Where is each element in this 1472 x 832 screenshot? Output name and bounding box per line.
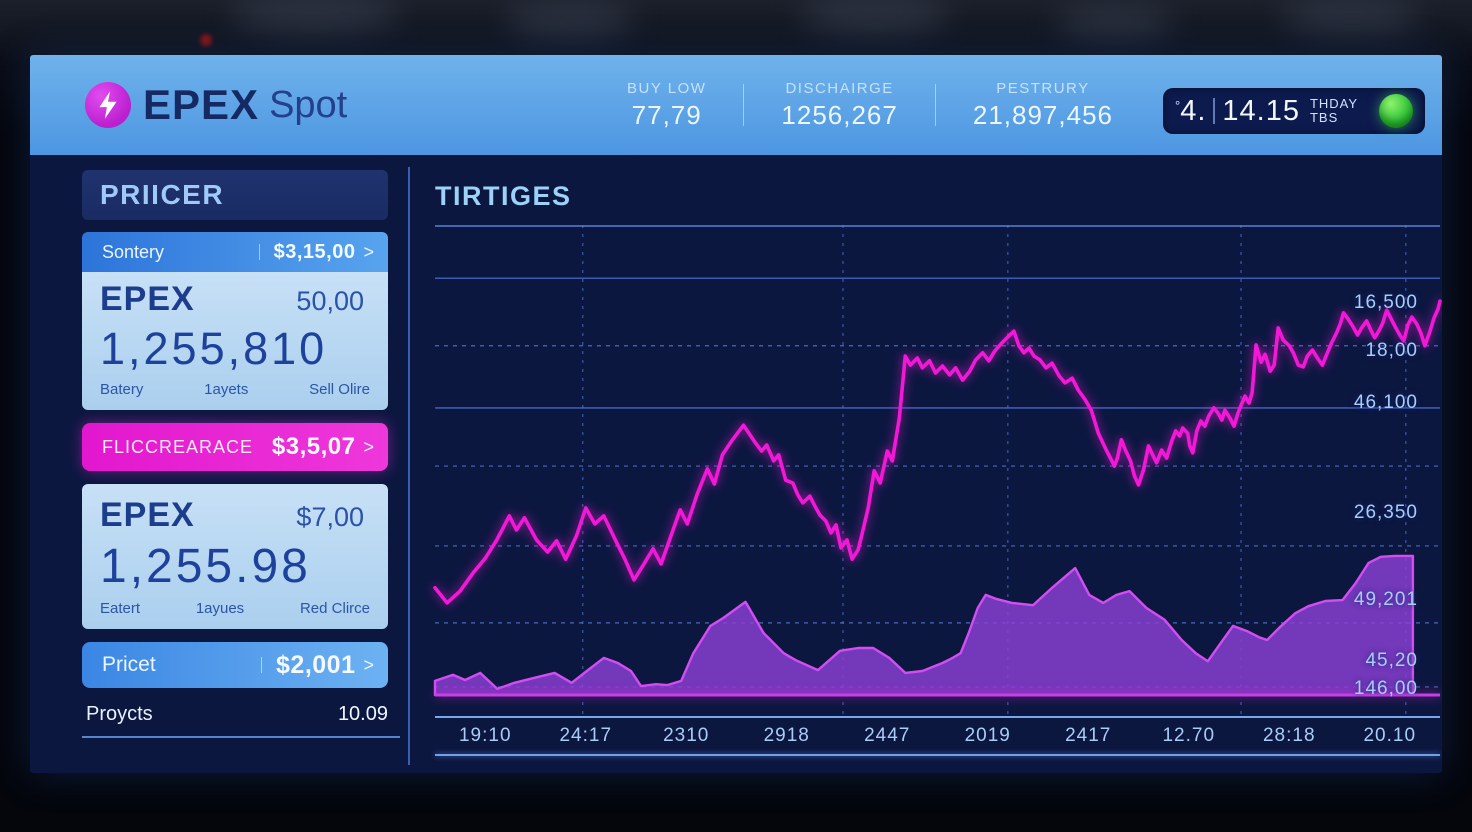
x-axis-label: 28:18 (1262, 725, 1316, 746)
sidebar-item-pricet[interactable]: Pricet $2,001 > (82, 642, 388, 688)
stat-pestrury: PESTRURY 21,897,456 (973, 80, 1113, 131)
x-axis-underline (435, 754, 1440, 756)
y-axis-label: 16,500 (1353, 291, 1418, 313)
footer-value: 10.09 (337, 703, 388, 725)
trading-display-screen: EPEX Spot BUY LOW 77,79 DISCHAIRGE 1256,… (30, 55, 1442, 773)
sidebar-item-sontery[interactable]: Sontery $3,15,00 > (82, 232, 388, 272)
price-card-2: EPEX $7,00 1,255.98 Eatert 1ayues Red Cl… (82, 484, 388, 629)
y-axis-label: 49,201 (1353, 589, 1418, 611)
item-divider (258, 244, 260, 260)
clock-tag-top: THDAY (1309, 96, 1359, 111)
clock-tag-bottom: TBS (1309, 110, 1339, 125)
logo: EPEX Spot (85, 81, 347, 129)
item-value: $3,15,00 (273, 240, 356, 263)
ceiling-light (505, 0, 635, 38)
price-chart: 16,500 18,00 46,100 26,350 49,201 45,20 146,00 (433, 225, 1442, 718)
y-axis-label: 46,100 (1353, 391, 1418, 413)
item-label: Sontery (102, 241, 165, 262)
sidebar-item-fliccrearace[interactable]: FLICCREARACE $3,5,07 > (82, 423, 388, 471)
card-col-3: Red Clirce (299, 600, 370, 617)
lightning-bolt-icon (85, 82, 131, 128)
stat-label: DISCHAIRGE (785, 79, 894, 97)
x-axis-label: 12.70 (1162, 725, 1216, 746)
x-axis-label: 20.10 (1363, 725, 1417, 746)
chart-panel: TIRTIGES 16,500 18,00 46,100 26,350 49,201 45… (410, 155, 1442, 773)
chevron-right-icon: > (363, 241, 374, 262)
card-price: 50,00 (296, 286, 364, 316)
card-price: $7,00 (296, 502, 364, 532)
clock-widget: ° 4. 14.15 THDAY TBS (1163, 88, 1425, 134)
y-axis-label: 146,00 (1353, 677, 1418, 699)
clock-degree-mark: ° (1175, 97, 1181, 113)
volume-area (433, 554, 1415, 697)
clock-separator (1213, 98, 1216, 124)
stat-label: PESTRURY (996, 79, 1090, 97)
card-symbol: EPEX (100, 496, 195, 534)
item-value: $2,001 (276, 650, 356, 679)
price-card-1: EPEX 50,00 1,255,810 Batery 1ayets Sell … (82, 272, 388, 410)
stat-label: BUY LOW (627, 79, 707, 97)
x-axis-label: 2918 (763, 725, 810, 746)
footer-label: Proycts (86, 703, 153, 725)
clock-tags: THDAY TBS (1310, 97, 1358, 125)
stat-value: 1256,267 (781, 99, 898, 130)
ceiling-light (1280, 0, 1420, 34)
price-sidebar: PRIICER Sontery $3,15,00 > EPEX 50,00 1,… (30, 155, 408, 773)
x-axis-label: 2417 (1065, 725, 1112, 746)
ceiling-light (800, 0, 950, 34)
panel-divider (408, 167, 410, 765)
price-line (433, 299, 1442, 605)
card-big-number: 1,255,810 (100, 323, 328, 374)
bolt-glyph (99, 91, 117, 119)
chevron-right-icon: > (363, 654, 374, 675)
item-label: FLICCREARACE (102, 436, 254, 457)
x-axis-label: 2310 (663, 725, 710, 746)
x-axis-labels: 19:10 24:17 2310 2918 2447 2019 2417 12.70 28:18… (435, 718, 1440, 754)
x-axis-label: 24:17 (559, 725, 613, 746)
stat-divider (743, 84, 745, 126)
card-col-1: Eatert (100, 600, 141, 617)
item-divider (261, 657, 263, 673)
header-bar: EPEX Spot BUY LOW 77,79 DISCHAIRGE 1256,… (30, 55, 1442, 155)
x-axis-label: 2019 (964, 725, 1011, 746)
card-symbol: EPEX (100, 280, 195, 318)
item-label: Pricet (102, 653, 156, 676)
stat-value: 21,897,456 (972, 99, 1113, 130)
y-axis-label: 18,00 (1365, 340, 1418, 362)
ceiling-light (1055, 4, 1175, 38)
status-indicator-green (1379, 94, 1413, 128)
y-axis-label: 45,20 (1365, 650, 1418, 672)
y-axis-label: 26,350 (1353, 501, 1418, 523)
sidebar-title: PRIICER (82, 170, 388, 220)
stat-buy-low: BUY LOW 77,79 (627, 80, 706, 131)
ceiling-light (230, 0, 400, 34)
sidebar-footer: Proycts 10.09 (82, 703, 394, 726)
x-axis-label: 2447 (864, 725, 911, 746)
card-col-1: Batery (100, 381, 144, 398)
chart-title: TIRTIGES (435, 181, 572, 211)
clock-time: 14.15 (1222, 94, 1300, 127)
clock-hour: 4. (1180, 94, 1207, 127)
header-stats: BUY LOW 77,79 DISCHAIRGE 1256,267 PESTRU… (590, 55, 1150, 155)
item-value: $3,5,07 (271, 433, 356, 460)
stat-value: 77,79 (631, 99, 702, 130)
card-col-2: 1ayues (195, 600, 245, 617)
card-col-2: 1ayets (204, 381, 249, 398)
chevron-right-icon: > (363, 436, 374, 457)
brand-suffix: Spot (269, 83, 348, 126)
chart-svg (433, 225, 1442, 718)
brand-name: EPEX (143, 81, 260, 128)
card-col-3: Sell Olire (309, 381, 370, 398)
x-axis-label: 19:10 (458, 725, 512, 746)
camera-led (200, 34, 212, 46)
stat-dischairge: DISCHAIRGE 1256,267 (781, 80, 897, 131)
sidebar-underline (82, 736, 400, 738)
stat-divider (934, 84, 936, 126)
main-content: PRIICER Sontery $3,15,00 > EPEX 50,00 1,… (30, 155, 1442, 773)
card-big-number: 1,255.98 (100, 540, 311, 593)
